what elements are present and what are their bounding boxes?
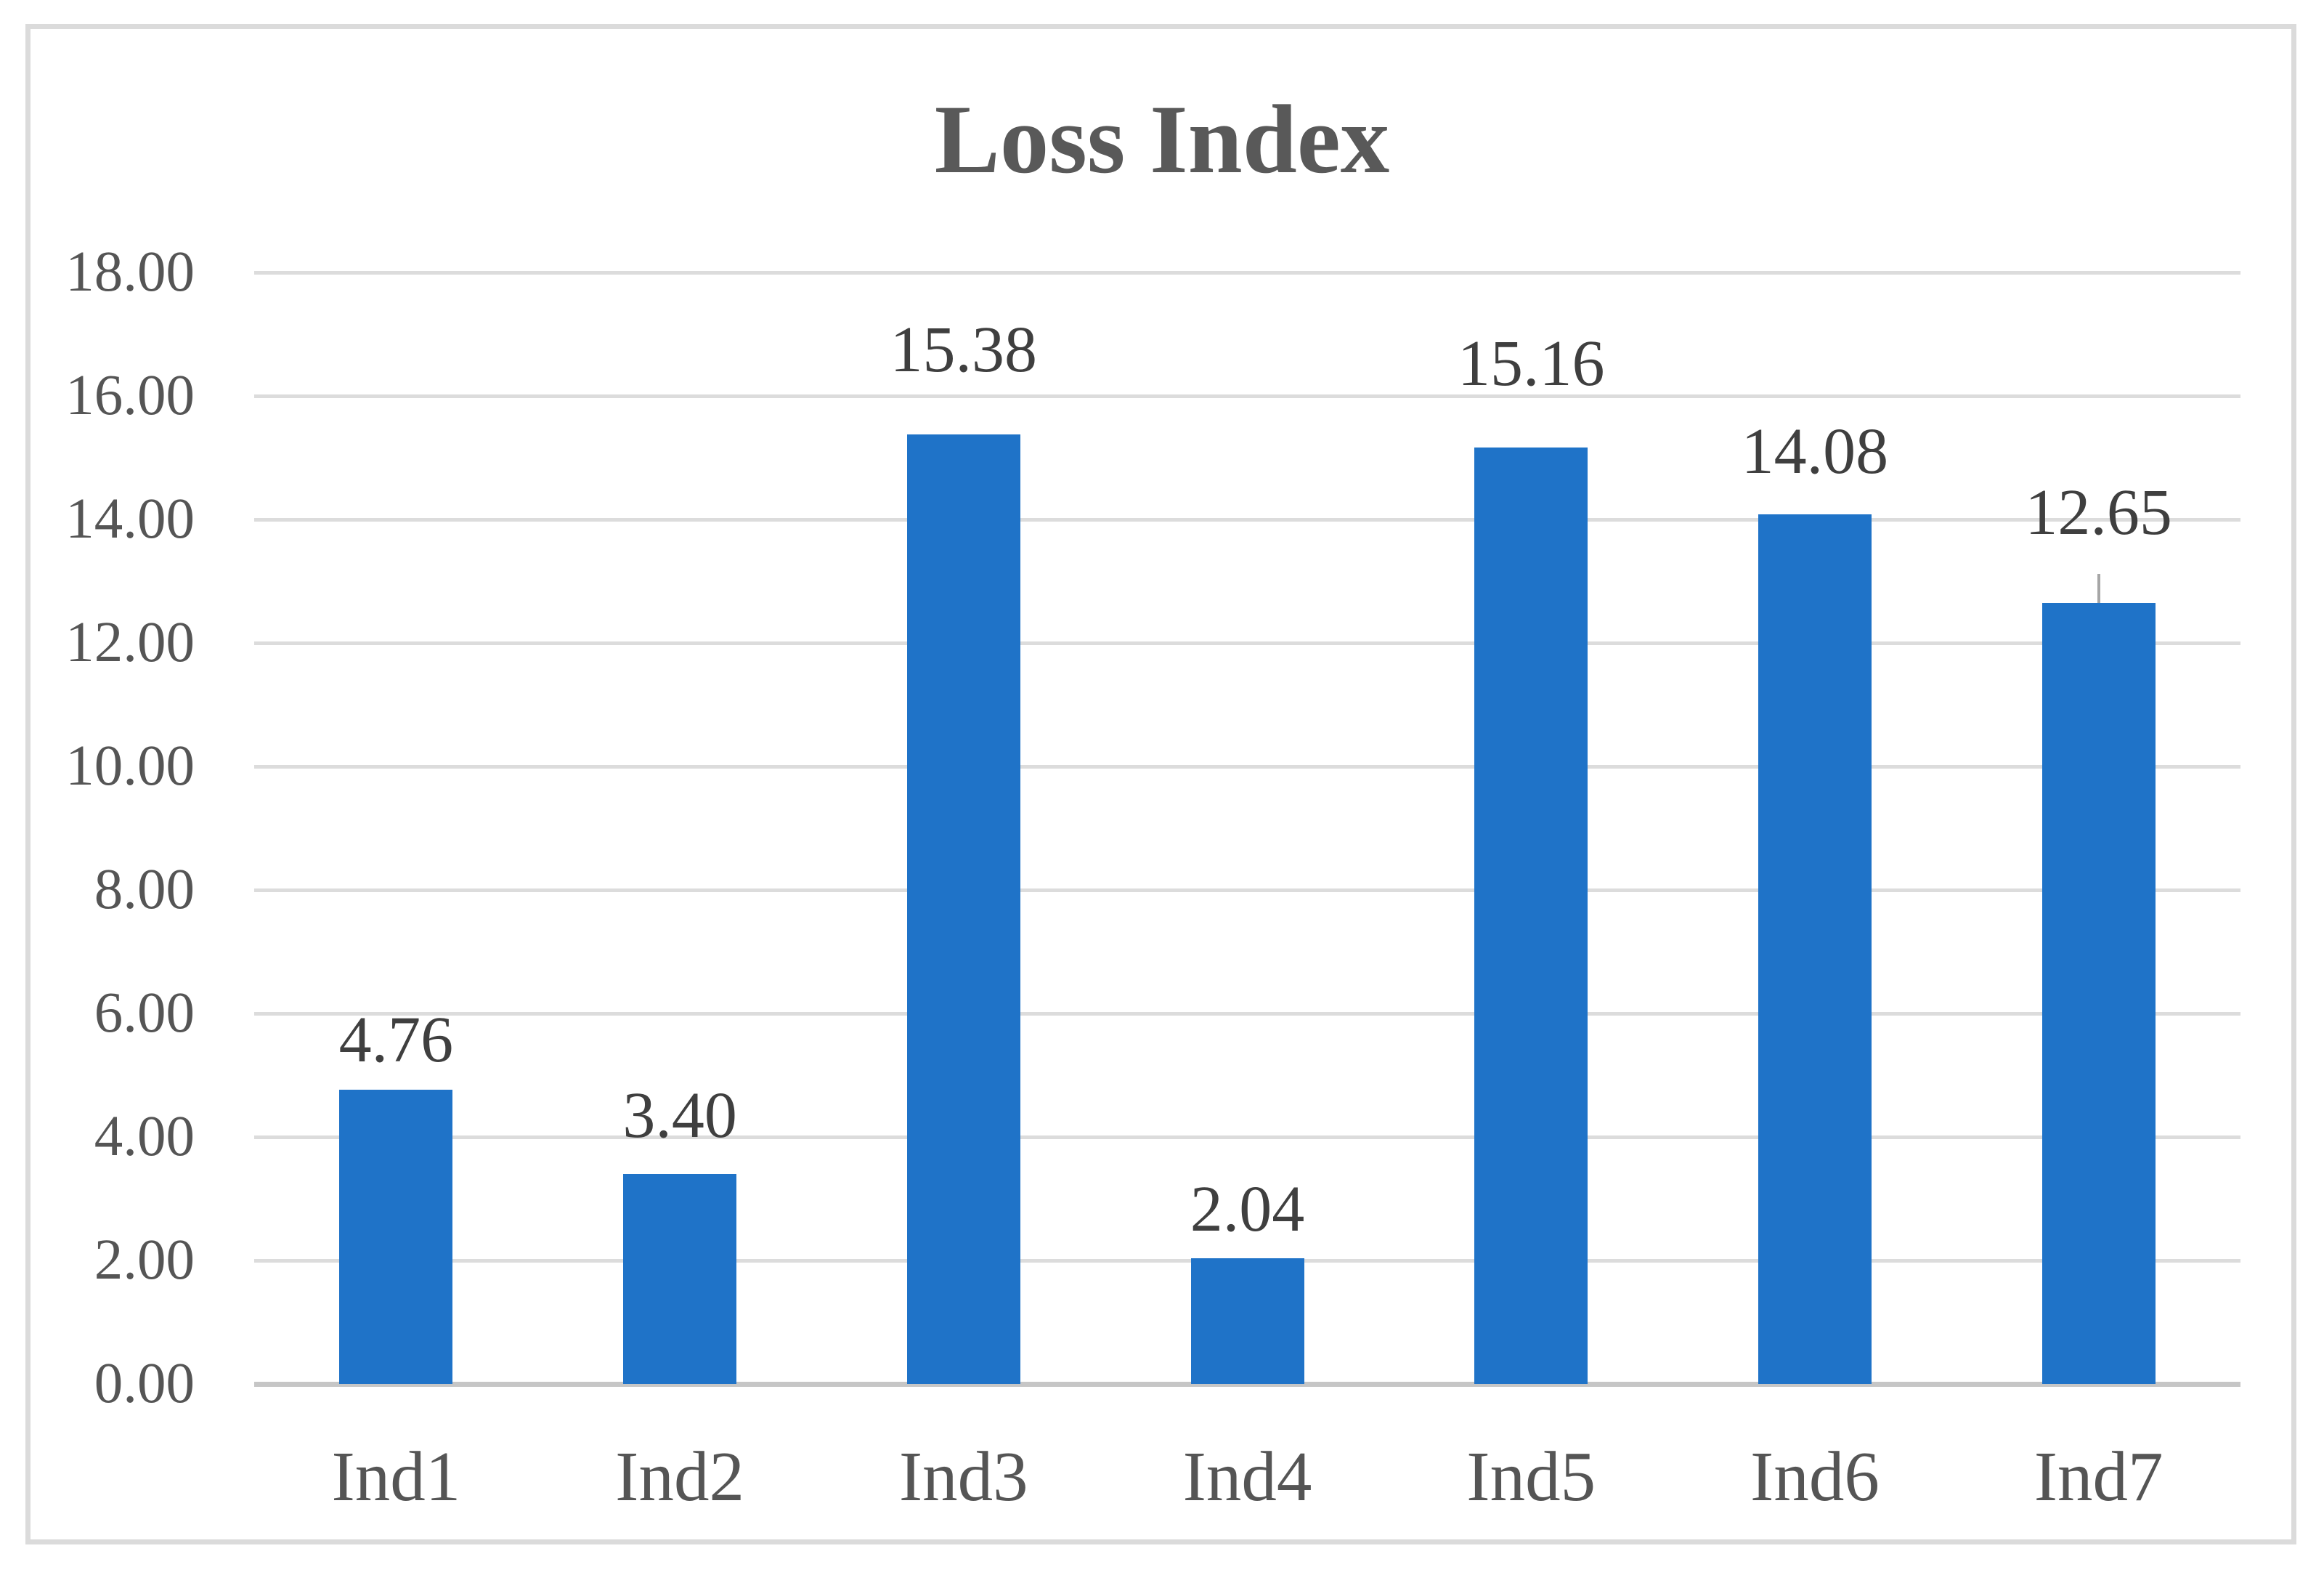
- bar-value-label: 4.76: [338, 1004, 454, 1077]
- x-category-label-ind1: Ind1: [331, 1438, 461, 1515]
- x-category-label-ind2: Ind2: [615, 1438, 744, 1515]
- bar-value-label: 12.65: [2025, 476, 2172, 548]
- data-label-leader-line: [2097, 573, 2100, 603]
- gridline: [254, 888, 2240, 892]
- bar-value-label: 15.16: [1457, 328, 1605, 400]
- y-tick-label: 12.00: [65, 611, 195, 674]
- x-category-label-ind5: Ind5: [1466, 1438, 1596, 1515]
- y-tick-label: 14.00: [65, 487, 195, 551]
- bar-ind3: [906, 434, 1020, 1384]
- bar-ind4: [1190, 1258, 1304, 1384]
- x-category-label-ind6: Ind6: [1750, 1438, 1880, 1515]
- bar-ind5: [1474, 448, 1588, 1384]
- gridline: [254, 394, 2240, 398]
- bar-value-label: 15.38: [890, 313, 1038, 386]
- gridline: [254, 1135, 2240, 1139]
- y-tick-label: 4.00: [94, 1105, 195, 1168]
- y-tick-label: 16.00: [65, 364, 195, 427]
- x-category-label-ind4: Ind4: [1182, 1438, 1312, 1515]
- x-axis-line: [254, 1382, 2240, 1387]
- y-tick-label: 8.00: [94, 858, 195, 921]
- y-tick-label: 18.00: [65, 240, 195, 304]
- bar-ind6: [1758, 514, 1872, 1384]
- y-tick-label: 0.00: [94, 1352, 195, 1415]
- y-tick-label: 10.00: [65, 734, 195, 798]
- bar-ind7: [2041, 602, 2156, 1384]
- x-category-label-ind3: Ind3: [898, 1438, 1028, 1515]
- gridline: [254, 641, 2240, 645]
- chart-title: Loss Index: [934, 86, 1390, 194]
- gridline: [254, 518, 2240, 522]
- gridline: [254, 765, 2240, 769]
- bar-ind1: [339, 1090, 453, 1384]
- gridline: [254, 1012, 2240, 1016]
- gridline: [254, 271, 2240, 275]
- bar-value-label: 3.40: [622, 1080, 737, 1151]
- bar-value-label: 14.08: [1741, 416, 1889, 488]
- y-tick-label: 6.00: [94, 981, 195, 1045]
- x-category-label-ind7: Ind7: [2033, 1438, 2163, 1515]
- y-tick-label: 2.00: [94, 1228, 195, 1292]
- bar-ind2: [623, 1174, 737, 1384]
- bar-value-label: 2.04: [1190, 1173, 1305, 1245]
